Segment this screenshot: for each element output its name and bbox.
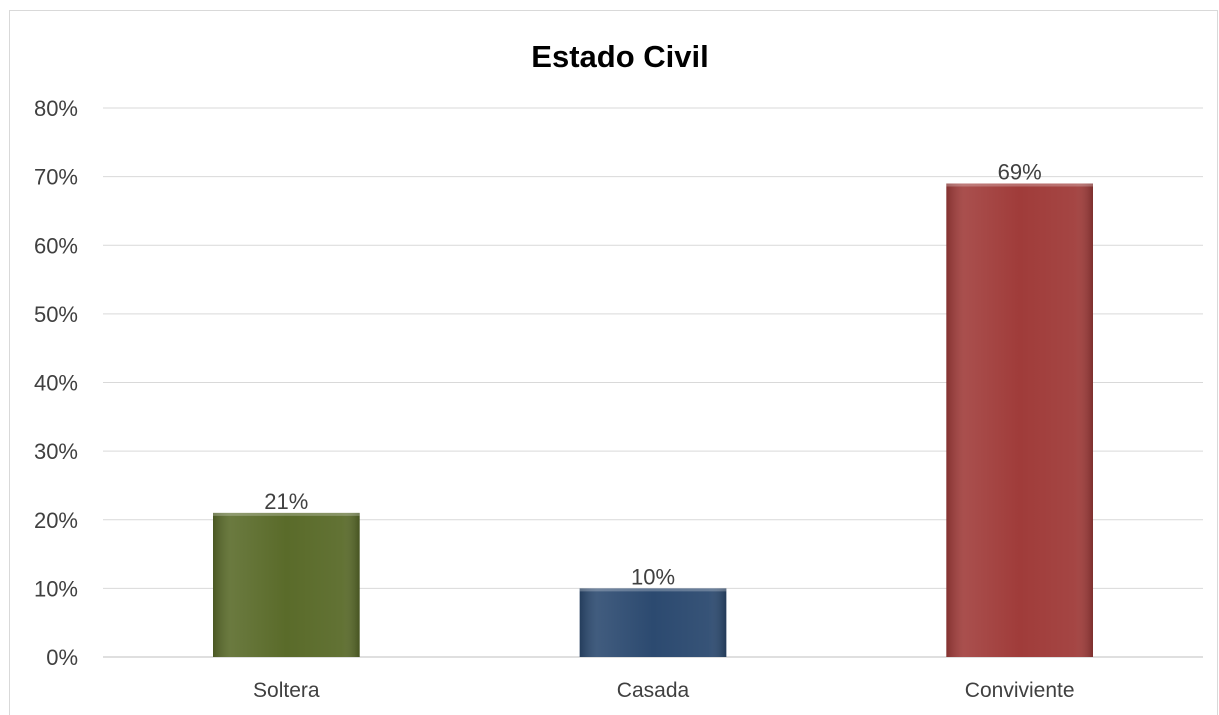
y-tick-label: 80% <box>34 96 78 121</box>
y-axis-tick-labels: 0% 10% 20% 30% 40% 50% 60% 70% 80% <box>34 96 78 670</box>
y-tick-label: 40% <box>34 371 78 396</box>
y-tick-label: 0% <box>46 645 78 670</box>
data-labels: 21% 10% 69% <box>264 159 1041 589</box>
y-tick-label: 10% <box>34 576 78 601</box>
category-label-soltera: Soltera <box>253 679 320 702</box>
data-label-soltera: 21% <box>264 489 308 514</box>
bar-shading <box>946 183 1093 658</box>
y-tick-label: 30% <box>34 439 78 464</box>
y-tick-label: 20% <box>34 508 78 533</box>
category-label-conviviente: Conviviente <box>965 679 1075 702</box>
x-axis-category-labels: Soltera Casada Conviviente <box>253 679 1074 702</box>
category-label-casada: Casada <box>617 679 690 702</box>
data-label-conviviente: 69% <box>998 159 1042 184</box>
bars <box>213 183 1093 658</box>
bar-shading <box>579 588 727 657</box>
bar-shading <box>213 512 360 657</box>
chart-title: Estado Civil <box>531 39 708 74</box>
bar-bevel <box>213 512 360 516</box>
y-tick-label: 50% <box>34 302 78 327</box>
y-tick-label: 70% <box>34 165 78 190</box>
data-label-casada: 10% <box>631 564 675 589</box>
bar-bevel <box>946 183 1093 187</box>
bar-bevel <box>579 588 727 592</box>
y-tick-label: 60% <box>34 233 78 258</box>
